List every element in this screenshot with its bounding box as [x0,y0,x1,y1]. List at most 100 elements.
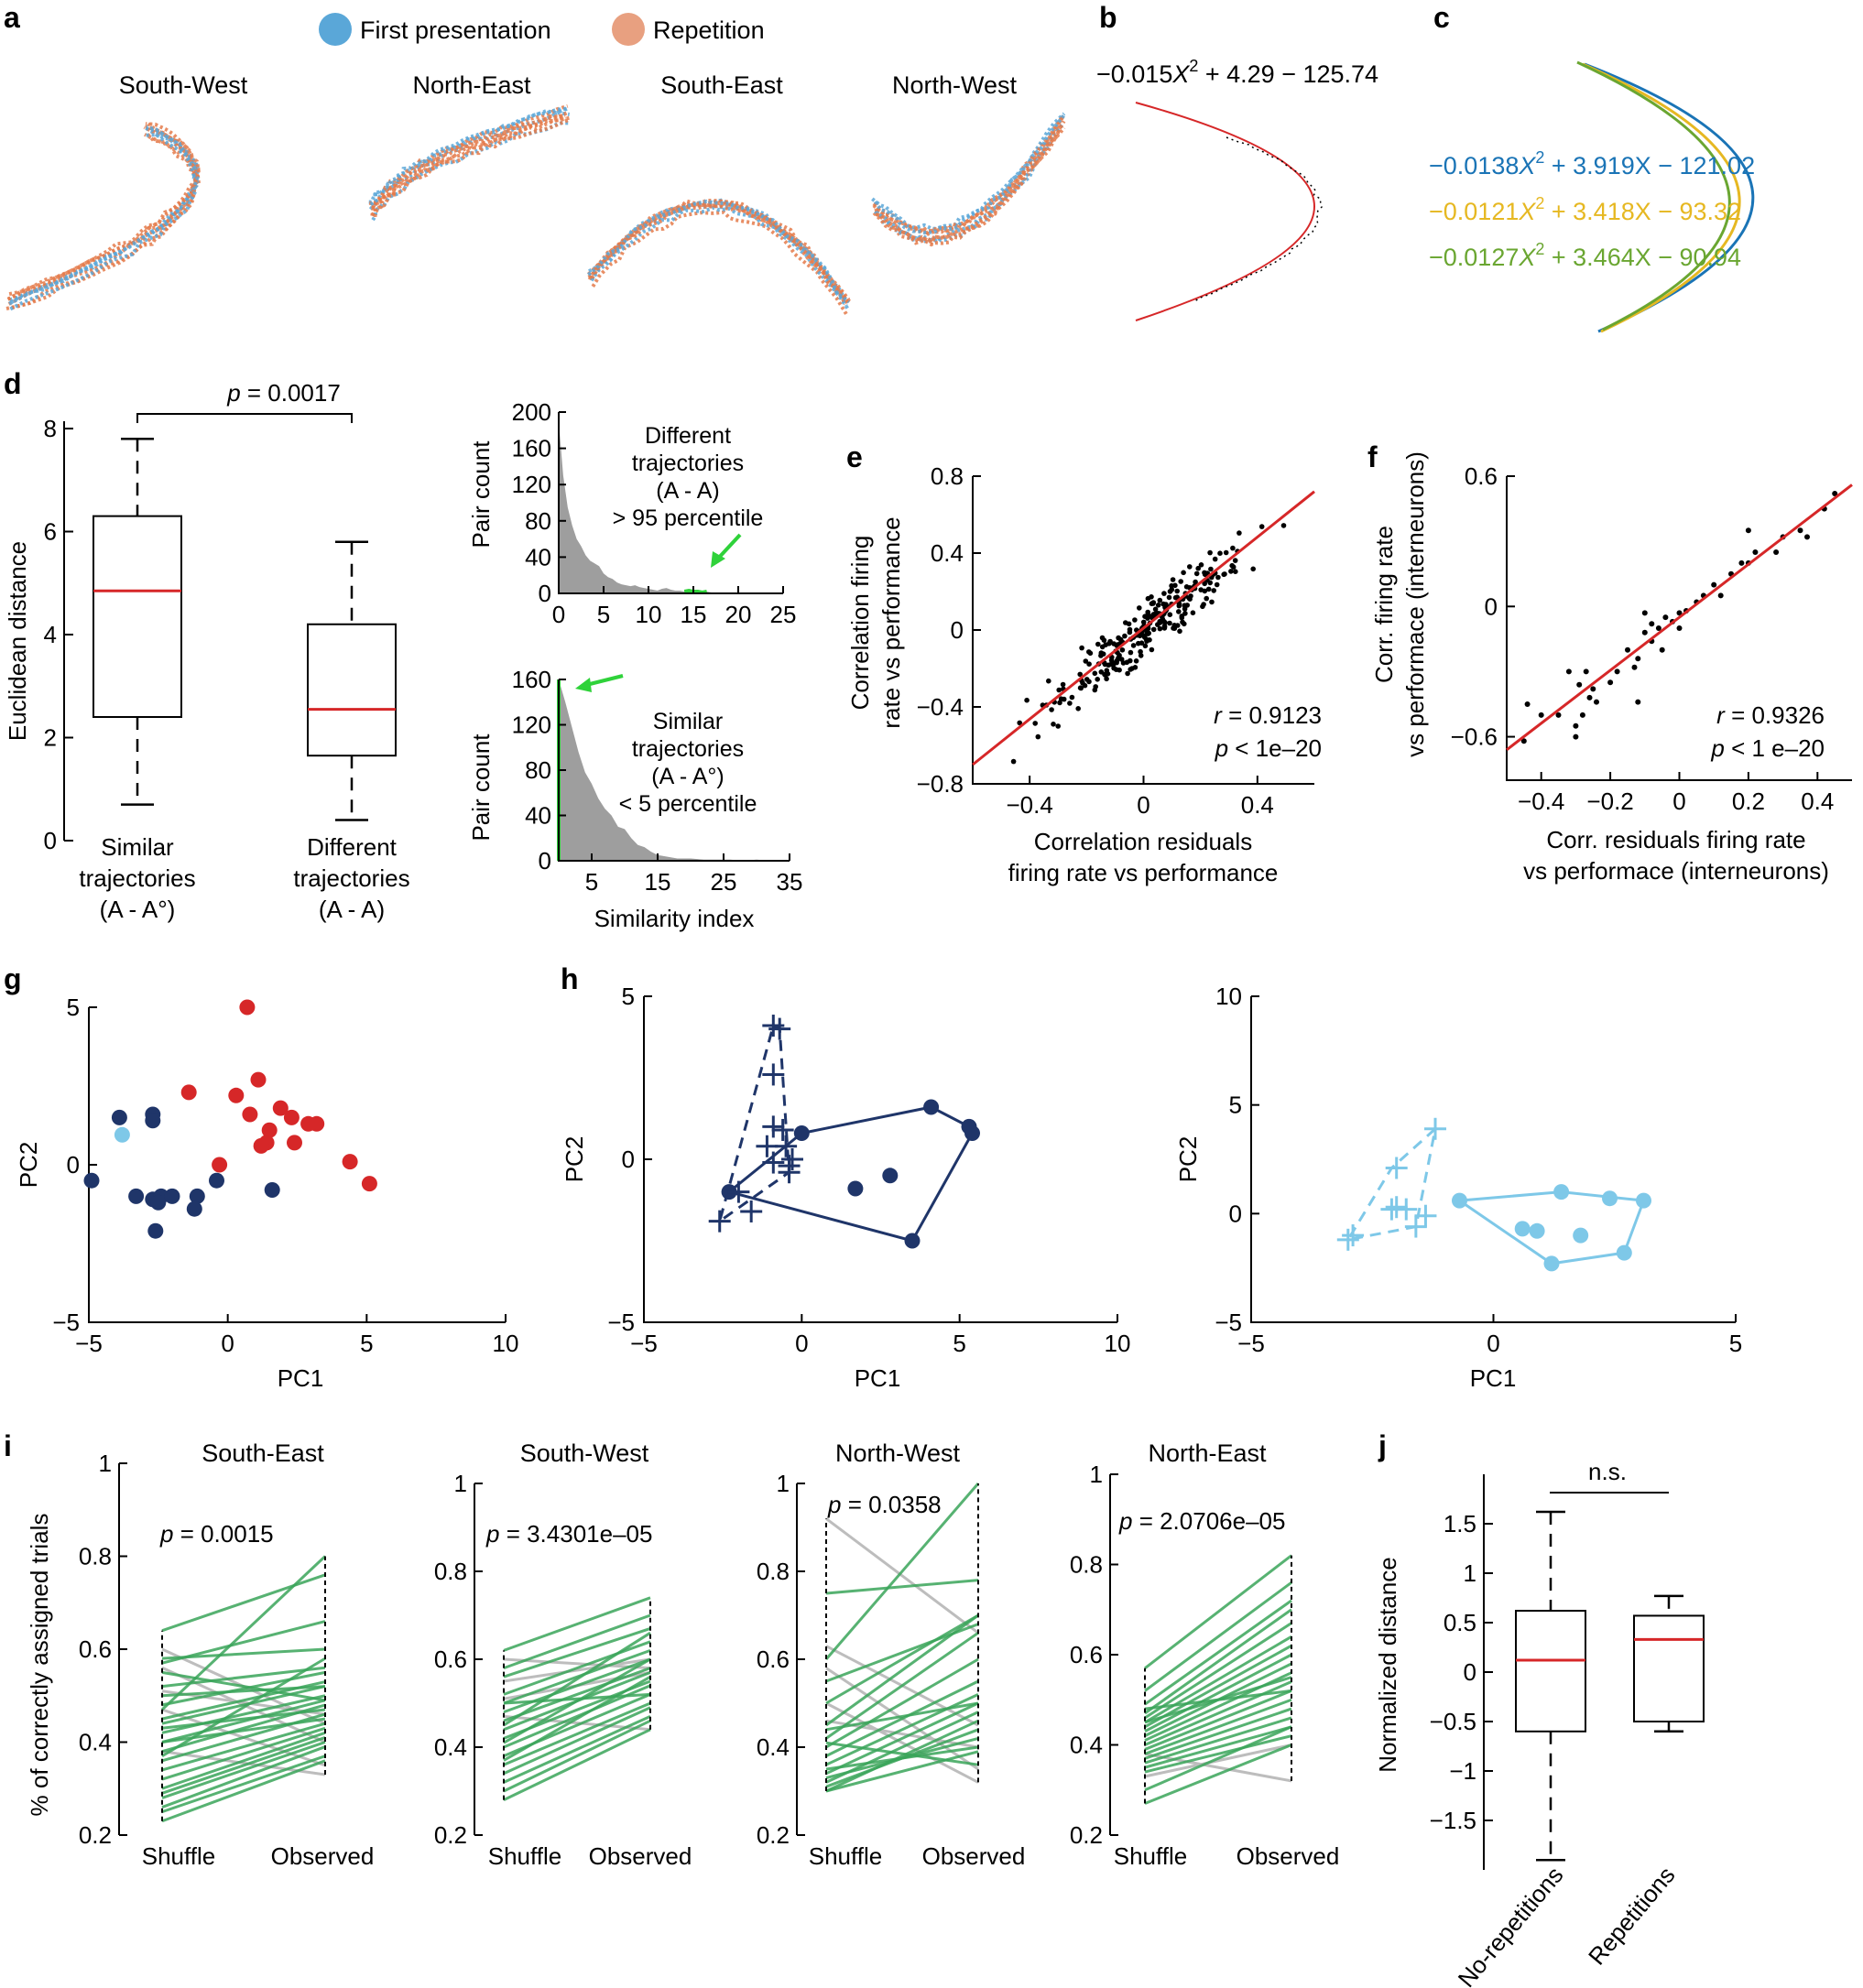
i-line-green [161,1736,326,1795]
hist-ytick-label: 0 [539,580,551,607]
legend-repetition-label: Repetition [653,16,765,44]
e-point [1177,628,1182,635]
e-point [1172,582,1178,589]
hist-xtick-label: 15 [645,868,671,896]
h1-xtick-label: 10 [1105,1330,1131,1357]
f-ylabel-1: Corr. firing rate [1370,526,1398,683]
f-point [1555,712,1562,718]
i-ne-p-prefix: p [1118,1507,1132,1535]
green-arrowhead-bottom [575,678,592,692]
d-histogram-top: 0 40 80 120 160 200 0 5 10 15 20 25 [512,398,797,628]
green-arrow-bottom [585,674,624,687]
e-point [1067,701,1073,706]
i-line-green [825,1579,979,1595]
i-nw-p-value: = 0.0358 [841,1491,941,1518]
j-sig-label: n.s. [1588,1458,1627,1485]
i-ytick-label: 0.4 [1070,1732,1103,1759]
j-ytick-label: −1.5 [1430,1807,1476,1834]
e-point [1182,621,1187,627]
d-group2-label-2: trajectories [293,864,409,892]
g-point-navy [150,1194,167,1211]
e-point [1093,684,1098,690]
hist-xtick-label: 25 [711,868,737,896]
e-point [1113,667,1119,672]
d-pvalue: p = 0.0017 [226,379,341,407]
e-point [1145,625,1151,632]
i-ytick-label: 0.6 [757,1646,790,1673]
f-xlabel-1: Corr. residuals firing rate [1546,826,1805,853]
j-ytick-label: 1 [1464,1559,1476,1587]
green-arrowhead-top [711,551,725,568]
i-ne-pvalue: p = 2.0706e–05 [1118,1507,1285,1535]
i-line-green [503,1715,651,1784]
hist-ytick-label: 0 [539,847,551,875]
trajectory-trace [874,122,1065,243]
i-ytick-label: 0.2 [1070,1821,1103,1849]
e-point [1130,643,1137,648]
a-title-south-east: South-East [660,71,783,99]
trajectory-trace [9,132,200,311]
e-point [1086,661,1092,667]
d-group1-label-2: trajectories [79,864,195,892]
f-point [1590,686,1596,692]
g-xlabel: PC1 [278,1364,324,1392]
d-hist-bottom-annot-3: (A - A°) [651,764,724,789]
c-eq-2: −0.0121X2 + 3.418X − 93.32 [1429,194,1741,225]
e-point [1106,662,1111,668]
b-equation: −0.015X2 + 4.29 − 125.74 [1096,57,1378,88]
d-box-iqr [93,515,182,718]
e-point [1207,580,1213,586]
hist-area [559,679,790,861]
h2-dot [1452,1192,1467,1209]
f-point [1659,646,1665,653]
c-yellow-fit [1582,62,1741,333]
i-line-green [1144,1622,1292,1720]
f-axes [1506,476,1852,781]
trajectory-trace [587,203,849,304]
f-point [1583,668,1589,675]
e-point [1046,678,1051,684]
panel-label-i: i [4,1429,12,1462]
hist-ytick-label: 160 [512,666,551,693]
i-sw-xcat-observed: Observed [589,1842,692,1870]
h1-dot [923,1099,940,1115]
e-point [1144,638,1149,644]
f-xtick-label: 0.2 [1732,788,1765,815]
f-point [1711,581,1717,588]
i-line-green [161,1722,326,1772]
e-point [1069,694,1075,701]
g-point-navy [189,1188,205,1204]
i-ylabel: % of correctly assigned trials [26,1514,53,1817]
e-point [1215,574,1221,581]
i-line-green [503,1640,651,1696]
e-point [1258,524,1265,529]
h-left-ylabel: PC2 [561,1136,588,1183]
h2-dot [1636,1192,1651,1209]
g-point-red [309,1115,325,1132]
h2-dot [1514,1221,1531,1237]
h2-ytick-label: 5 [1229,1092,1242,1119]
e-ylabel-1: Correlation firing [846,536,874,711]
j-ytick-label: −0.5 [1430,1708,1476,1735]
g-point-red [261,1122,278,1138]
g-pca-scatter: −5 0 5 −5 0 5 10 [52,994,518,1357]
i-line-green [503,1692,651,1705]
e-fit-line [972,490,1315,766]
d-histogram-bottom: 0 40 80 120 160 5 15 25 35 [512,666,803,896]
i-sw-p-prefix: p [485,1520,499,1548]
e-point [1142,643,1149,649]
e-point [1128,649,1134,656]
panel-label-g: g [4,962,22,995]
d-hist-top-annot-3: (A - A) [656,478,719,504]
g-point-navy [164,1188,180,1204]
e-point [1166,594,1172,601]
g-point-navy [264,1182,280,1198]
e-point [1179,614,1185,621]
d-group1-label-3: (A - A°) [100,896,176,923]
i-line-green [1144,1680,1292,1746]
i-ytick-label: 1 [454,1470,467,1497]
hist-xtick-label: 25 [770,601,797,628]
trajectory-trace [5,132,199,310]
f-ytick-label: −0.6 [1451,723,1498,751]
